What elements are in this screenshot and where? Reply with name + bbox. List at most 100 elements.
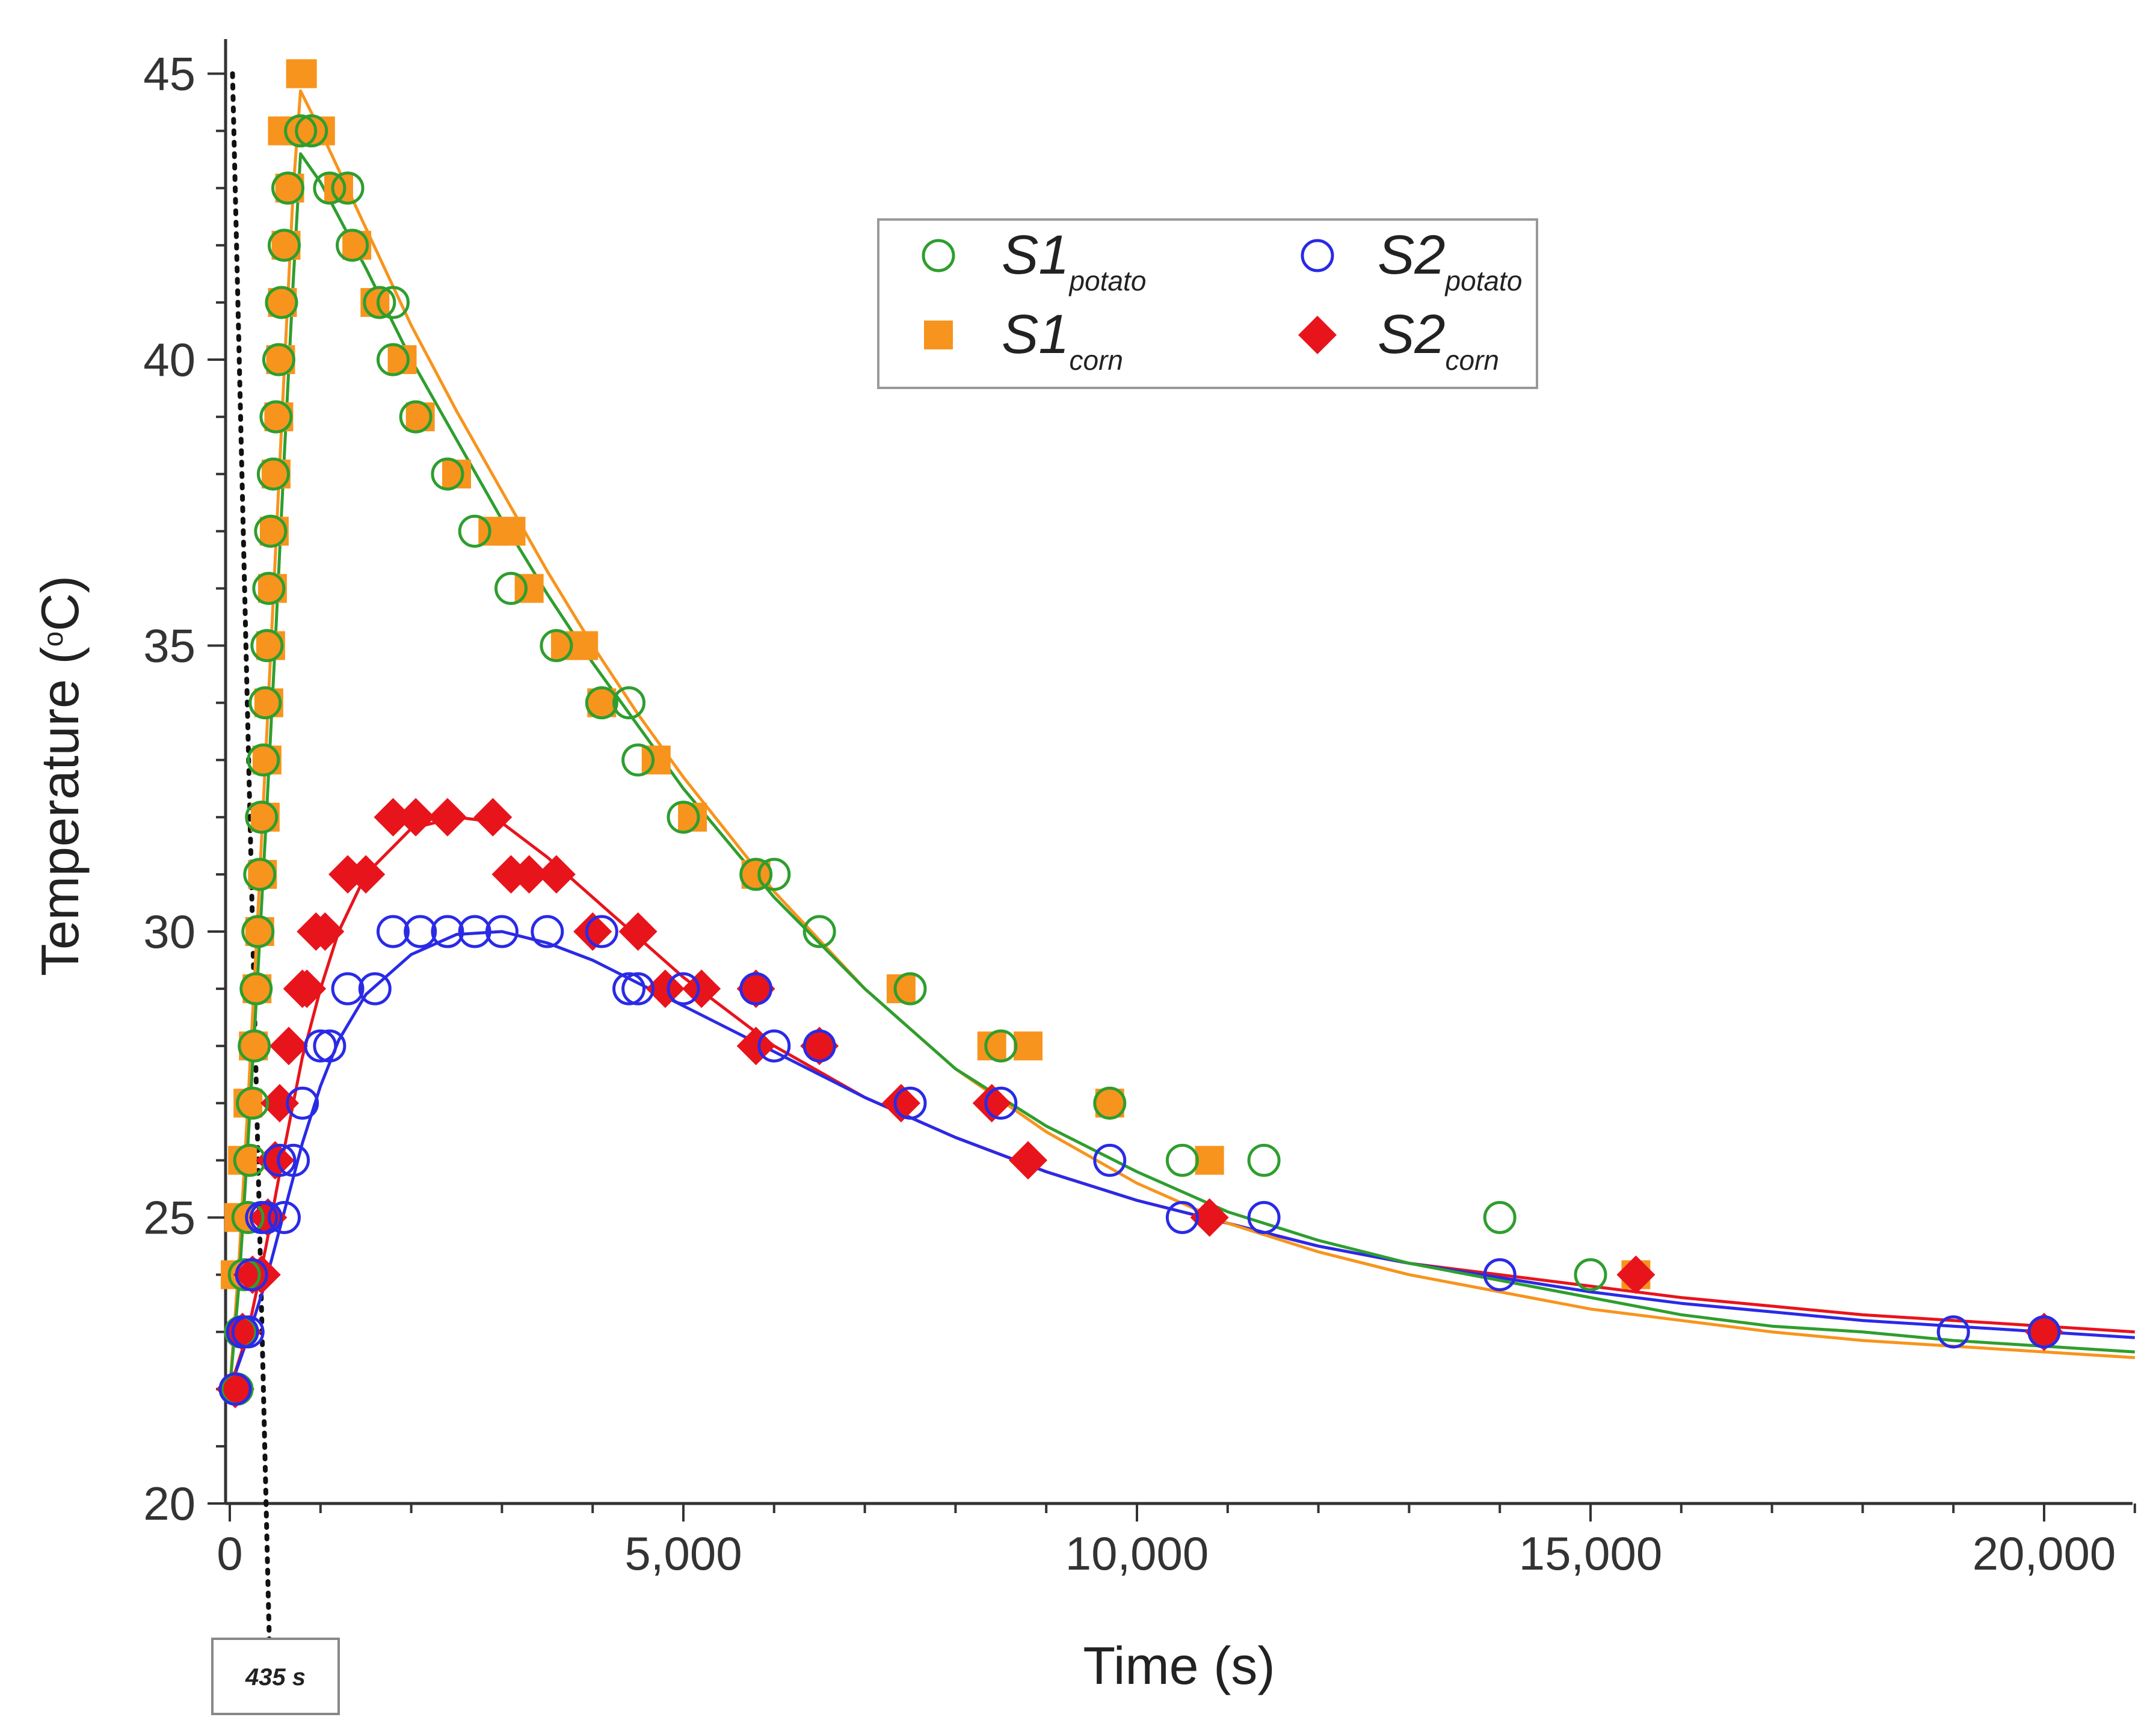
data-point (248, 686, 282, 720)
data-point (473, 797, 513, 837)
data-point (1165, 1201, 1199, 1235)
data-point (227, 1258, 261, 1292)
data-point (1190, 1198, 1229, 1237)
x-tick-label: 0 (217, 1527, 242, 1580)
data-point (286, 1086, 319, 1120)
data-point (496, 517, 526, 546)
legend-series-subscript: corn (1070, 345, 1123, 376)
data-point (458, 915, 491, 948)
legend-series-name: S2 (1378, 224, 1446, 286)
data-point (1165, 1143, 1199, 1177)
data-point (288, 969, 327, 1009)
data-point (256, 1141, 295, 1180)
fit-curve-s2-potato (228, 930, 2135, 1390)
data-point (977, 1031, 1006, 1061)
data-point (267, 229, 301, 262)
y-tick-label: 40 (143, 333, 196, 386)
data-point (331, 972, 365, 1006)
data-point (235, 1258, 268, 1292)
annotation-dotted-line (230, 71, 272, 1641)
data-point (1483, 1201, 1517, 1235)
legend-box (877, 218, 1538, 389)
data-point (494, 571, 528, 605)
data-point (1195, 1146, 1224, 1175)
data-point (284, 114, 318, 148)
data-point (259, 400, 293, 434)
data-point (263, 1143, 297, 1177)
legend-series-name: S2 (1378, 304, 1446, 365)
data-point (1483, 1258, 1517, 1292)
data-point (442, 459, 471, 489)
data-point (531, 915, 564, 948)
annotation-435s: 435 s (211, 71, 340, 1715)
data-point (757, 858, 791, 891)
data-point (262, 343, 295, 376)
y-axis-title-degree: o (37, 631, 69, 647)
legend-series-subscript: potato (1068, 265, 1147, 296)
data-point (886, 974, 916, 1004)
data-point (1247, 1143, 1281, 1177)
y-tick-label: 35 (143, 619, 196, 672)
data-point (802, 1029, 836, 1063)
data-point (346, 855, 386, 894)
data-point (1247, 1201, 1281, 1235)
data-point (621, 972, 655, 1006)
data-point (265, 286, 298, 319)
data-point (510, 855, 549, 894)
data-point (231, 1201, 265, 1235)
data-point (270, 1027, 309, 1066)
data-point (667, 800, 700, 834)
data-point (313, 1029, 346, 1063)
data-point (267, 1201, 301, 1235)
data-point (972, 1084, 1011, 1123)
data-point (485, 915, 519, 948)
legend-label-s2-corn: S2corn (1378, 304, 1499, 376)
data-point (245, 800, 279, 834)
legend-series-name: S1 (1002, 304, 1070, 365)
data-point (739, 858, 773, 891)
x-axis-title: Time (s) (1083, 1636, 1275, 1695)
data-point (682, 969, 721, 1009)
data-point (428, 797, 467, 837)
y-tick-label: 30 (143, 905, 196, 958)
data-point (1574, 1258, 1607, 1292)
data-point (569, 631, 599, 660)
axes: 20 25 30 35 40 45 0 5,000 10,000 15,000 20,000 (143, 39, 2136, 1580)
data-point (313, 171, 346, 205)
data-point (336, 229, 369, 262)
data-point (984, 1029, 1018, 1063)
data-point (585, 915, 618, 948)
data-point (331, 171, 365, 205)
data-point (396, 797, 436, 837)
y-tick-label: 20 (143, 1477, 196, 1530)
data-point (458, 514, 491, 548)
data-point (678, 802, 707, 832)
data-point (236, 1086, 270, 1120)
data-point (893, 972, 927, 1006)
data-point (249, 1201, 283, 1235)
data-point (399, 400, 433, 434)
data-point (1616, 1255, 1656, 1294)
y-axis-title-unit: C) (30, 576, 90, 631)
y-tick-label: 25 (143, 1191, 196, 1244)
annotation-label: 435 s (245, 1664, 306, 1691)
data-point (256, 457, 290, 491)
data-point (537, 855, 576, 894)
legend-label-s1-potato: S1potato (1002, 224, 1146, 296)
series-s1-corn (221, 59, 1651, 1289)
legend-label-s2-potato: S2potato (1378, 224, 1522, 296)
data-point (618, 912, 658, 951)
data-point (573, 912, 612, 951)
data-point (757, 1029, 791, 1063)
data-point (431, 457, 464, 491)
x-tick-label: 20,000 (1973, 1527, 2116, 1580)
data-point (218, 1372, 252, 1406)
x-tick-label: 5,000 (624, 1527, 742, 1580)
data-point (431, 915, 464, 948)
y-axis-title: Temperature (oC) (30, 576, 90, 976)
data-point (295, 114, 328, 148)
data-point (387, 345, 417, 375)
data-point (641, 745, 671, 775)
y-axis-title-main: Temperature ( (30, 646, 90, 976)
series-s2-potato (218, 915, 2061, 1406)
